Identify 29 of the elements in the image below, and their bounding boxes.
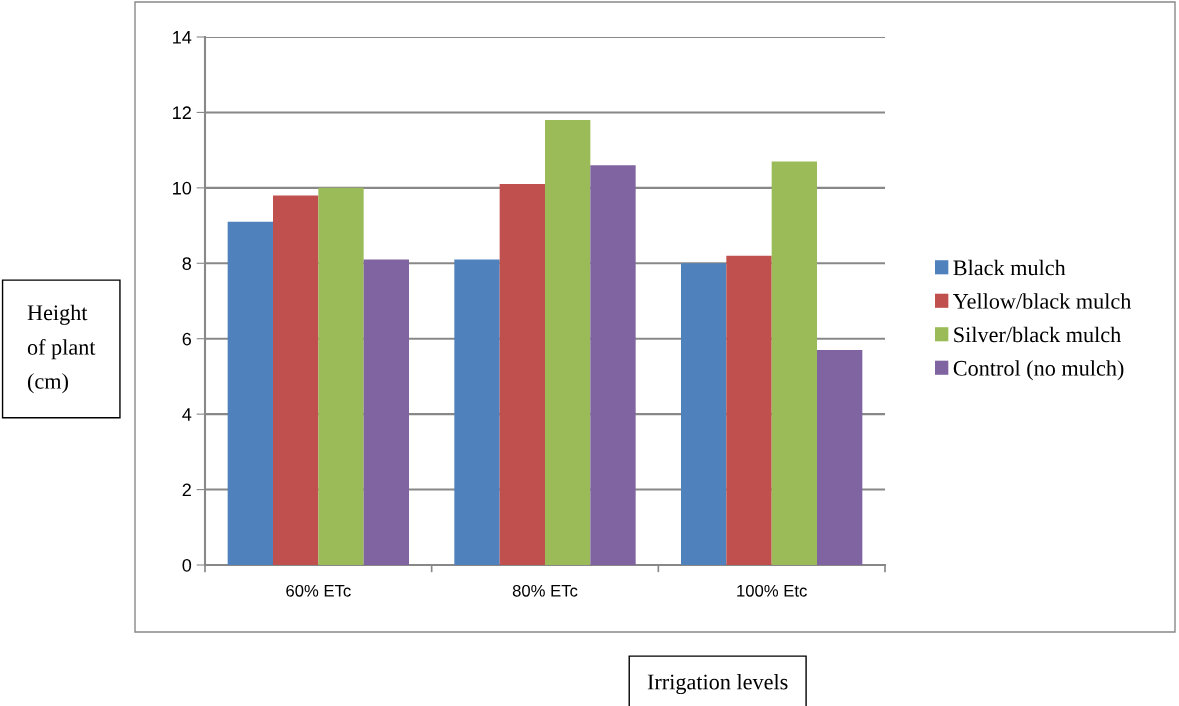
x-tick-label: 100% Etc: [737, 584, 807, 597]
bar: [681, 263, 727, 565]
bar: [590, 165, 636, 565]
y-tick-label: 14: [173, 31, 192, 44]
y-tick-label: 0: [182, 558, 192, 572]
bar: [454, 259, 500, 565]
legend-label: Black mulch: [953, 259, 1066, 276]
y-tick-label: 12: [173, 106, 191, 119]
x-axis-title: Irrigation levels: [647, 673, 788, 695]
bar: [318, 187, 364, 565]
legend-label: Control (no mulch): [953, 360, 1124, 381]
y-tick-label: 10: [173, 181, 192, 195]
bar: [499, 184, 545, 565]
x-tick-label: 80% ETc: [512, 584, 578, 597]
y-axis-title: Height of plant (cm): [27, 304, 96, 394]
y-tick-label: 6: [182, 332, 192, 346]
legend-label: Silver/black mulch: [954, 326, 1121, 343]
y-tick-label: 2: [182, 483, 191, 497]
bar: [726, 255, 772, 565]
bar: [545, 119, 591, 565]
bar: [227, 221, 273, 565]
bar: [817, 350, 863, 565]
bar: [363, 259, 409, 565]
y-tick-label: 4: [182, 408, 192, 421]
x-tick-label: 60% ETc: [286, 584, 351, 597]
bar: [273, 195, 319, 565]
bar: [771, 161, 817, 565]
y-tick-label: 8: [182, 257, 192, 271]
legend-label: Yellow/black mulch: [953, 293, 1132, 309]
